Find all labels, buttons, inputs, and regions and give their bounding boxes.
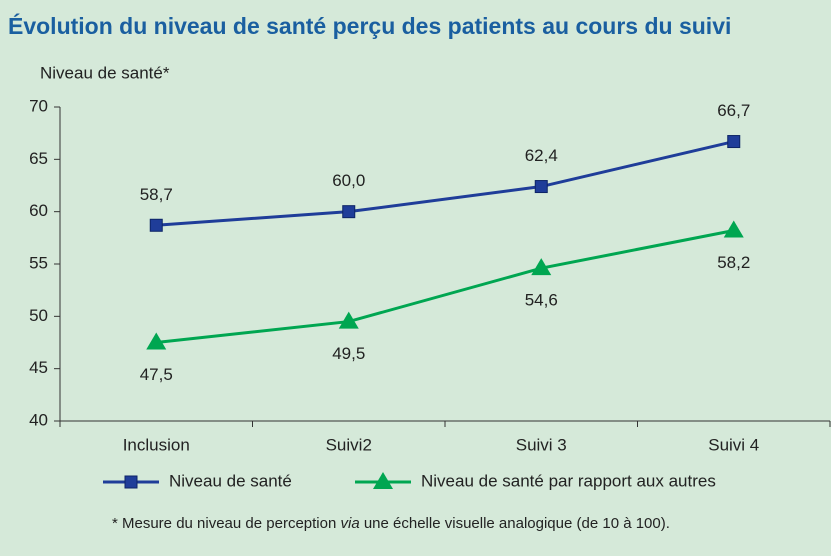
note-part: via <box>340 515 359 532</box>
data-label: 60,0 <box>332 171 365 190</box>
marker <box>338 311 359 329</box>
legend-label: Niveau de santé par rapport aux autres <box>421 471 716 490</box>
footnote: * Mesure du niveau de perception via une… <box>112 515 670 532</box>
marker <box>146 332 167 350</box>
y-tick-label: 55 <box>29 253 48 272</box>
y-tick-label: 50 <box>29 306 48 325</box>
x-tick-label: Inclusion <box>123 435 190 454</box>
marker <box>342 205 356 219</box>
marker <box>727 135 741 149</box>
marker <box>531 258 552 276</box>
note-part: * Mesure du niveau de perception <box>112 515 340 532</box>
y-tick-label: 70 <box>29 96 48 115</box>
y-tick-label: 60 <box>29 201 48 220</box>
y-tick-label: 40 <box>29 410 48 429</box>
data-label: 58,7 <box>140 185 173 204</box>
data-label: 47,5 <box>140 365 173 384</box>
marker <box>723 220 744 238</box>
series-line <box>156 229 735 344</box>
y-tick-label: 65 <box>29 149 48 168</box>
data-label: 54,6 <box>525 291 558 310</box>
x-tick-label: Suivi 4 <box>708 435 759 454</box>
y-tick-label: 45 <box>29 358 48 377</box>
x-tick-label: Suivi2 <box>326 435 372 454</box>
marker <box>124 475 138 489</box>
marker <box>534 180 548 194</box>
legend-label: Niveau de santé <box>169 471 292 490</box>
chart-title: Évolution du niveau de santé perçu des p… <box>8 12 731 39</box>
x-tick-label: Suivi 3 <box>516 435 567 454</box>
data-label: 66,7 <box>717 101 750 120</box>
marker <box>149 218 163 232</box>
data-label: 58,2 <box>717 253 750 272</box>
marker <box>373 472 393 489</box>
y-axis-label: Niveau de santé* <box>40 63 170 82</box>
data-label: 62,4 <box>525 146 558 165</box>
series-line <box>156 140 735 227</box>
data-label: 49,5 <box>332 344 365 363</box>
note-part: une échelle visuelle analogique (de 10 à… <box>360 515 670 532</box>
